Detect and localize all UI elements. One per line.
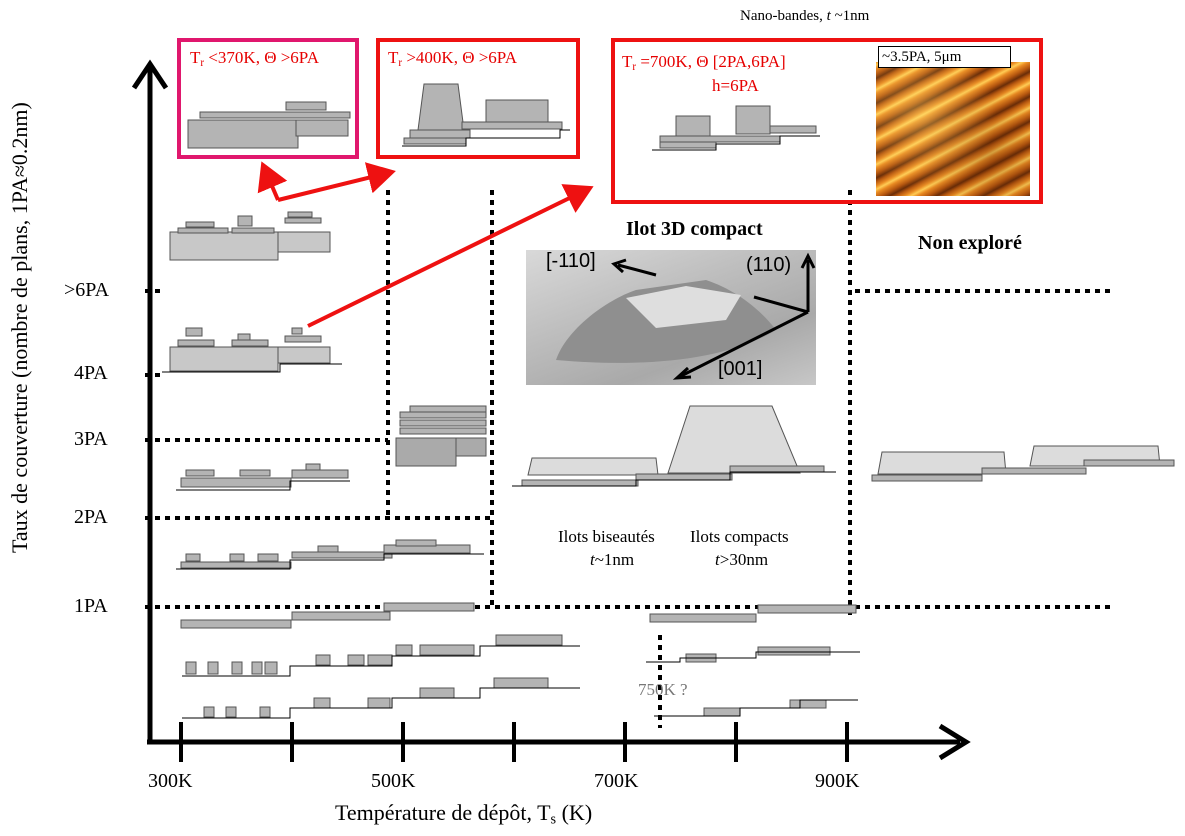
sem-island-image xyxy=(526,250,816,385)
non-explore-label: Non exploré xyxy=(918,232,1022,254)
x-axis-title: Température de dépôt, Ts (K) xyxy=(335,800,593,828)
y-axis-title: Taux de couverture (nombre de plans, 1PA… xyxy=(7,102,32,553)
x-tick-900k: 900K xyxy=(815,770,860,792)
ilot-3d-label: Ilot 3D compact xyxy=(626,218,763,240)
x-tick-marks xyxy=(179,722,849,762)
y-tick-1pa: 1PA xyxy=(74,595,108,617)
island-schematics xyxy=(169,83,1175,718)
compacts-label-1: Ilots compacts xyxy=(690,527,789,546)
separator-lines xyxy=(145,190,1110,728)
box-400k-label: Tr >400K, Θ >6PA xyxy=(388,48,517,69)
box-370k xyxy=(177,38,359,159)
y-tick-3pa: 3PA xyxy=(74,428,108,450)
y-tick-2pa: 2PA xyxy=(74,506,108,528)
y-tick-4pa: 4PA xyxy=(74,362,108,384)
box-700k xyxy=(611,38,1043,204)
nano-bandes-title: Nano-bandes, t ~1nm xyxy=(740,8,870,24)
step-baselines xyxy=(162,129,860,719)
y-tick-6pa: >6PA xyxy=(64,279,110,301)
dir-001: [001] xyxy=(718,358,763,380)
biseautes-label-2: t~1nm xyxy=(590,550,635,569)
axes xyxy=(131,59,971,761)
x-tick-700k: 700K xyxy=(594,770,639,792)
q750-label: 750K ? xyxy=(638,680,688,699)
compacts-label-2: t>30nm xyxy=(715,550,769,569)
box-400k xyxy=(376,38,580,159)
box-700k-height: h=6PA xyxy=(712,76,759,95)
afm-nanobands-image xyxy=(876,62,1030,196)
x-tick-300k: 300K xyxy=(148,770,193,792)
box-370k-label: Tr <370K, Θ >6PA xyxy=(190,48,319,69)
dir-m110: [-110] xyxy=(546,250,596,272)
x-tick-500k: 500K xyxy=(371,770,416,792)
red-arrows xyxy=(257,161,594,328)
dir-110: (110) xyxy=(746,254,792,276)
box-700k-label: Tr =700K, Θ [2PA,6PA] xyxy=(622,52,786,73)
biseautes-label-1: Ilots biseautés xyxy=(558,527,655,546)
afm-label: ~3.5PA, 5μm xyxy=(878,46,1011,68)
sem-island-shape xyxy=(556,252,816,380)
